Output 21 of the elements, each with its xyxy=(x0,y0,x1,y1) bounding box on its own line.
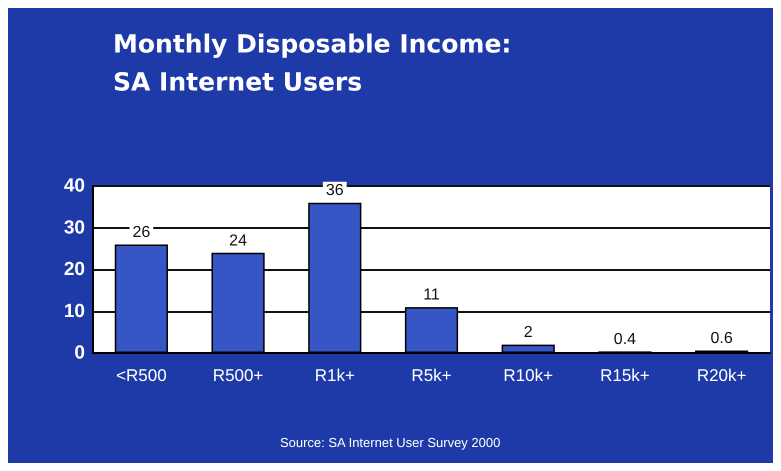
data-label: 0.6 xyxy=(710,330,733,347)
x-tick-label: R10k+ xyxy=(503,366,554,385)
chart-title: Monthly Disposable Income: SA Internet Users xyxy=(113,30,520,96)
source-note: Source: SA Internet User Survey 2000 xyxy=(280,435,500,450)
x-tick-label: R500+ xyxy=(212,366,264,385)
y-tick-label: 30 xyxy=(64,217,85,238)
x-tick-label: R15k+ xyxy=(600,366,650,385)
x-tick-label: R20k+ xyxy=(696,366,747,385)
data-label: 2 xyxy=(524,324,533,342)
x-tick-label: R5k+ xyxy=(411,366,452,385)
data-label: 26 xyxy=(132,224,150,241)
x-tick-label: <R500 xyxy=(116,366,167,385)
data-label: 24 xyxy=(229,232,248,250)
y-tick-label: 40 xyxy=(64,176,85,196)
data-label: 0.4 xyxy=(614,330,636,348)
data-label: 11 xyxy=(423,286,440,304)
y-tick-label: 0 xyxy=(74,342,85,364)
y-tick-label: 20 xyxy=(64,259,85,280)
data-label: 36 xyxy=(326,182,344,200)
y-tick-label: 10 xyxy=(64,300,85,322)
x-tick-label: R1k+ xyxy=(314,366,355,385)
